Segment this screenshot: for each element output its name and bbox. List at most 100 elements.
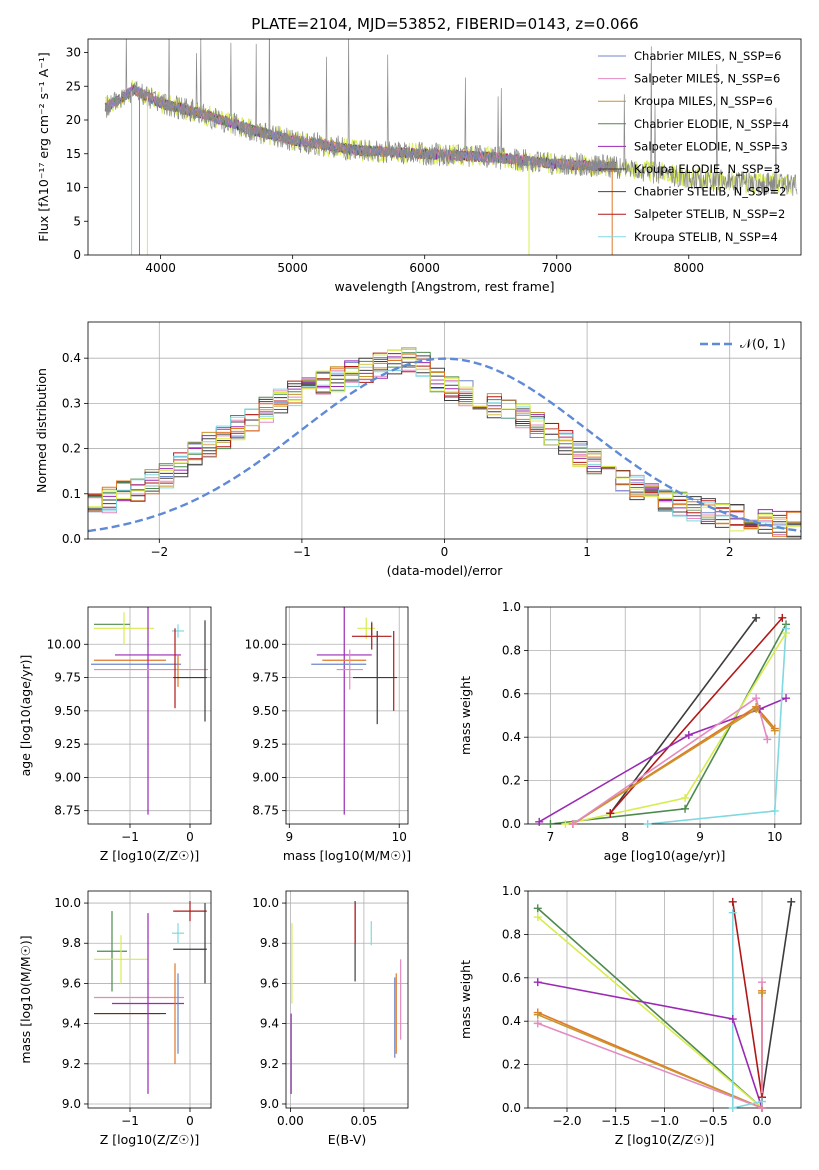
x-axis-label: Z [log10(Z/Z☉)] — [615, 1132, 715, 1147]
y-tick-label: 9.2 — [260, 1057, 279, 1071]
y-tick-label: 0.4 — [502, 730, 521, 744]
weight-line — [537, 916, 763, 1108]
legend-entry: Kroupa ELODIE, N_SSP=3 — [634, 162, 780, 176]
y-axis-label: Flux [fλ10⁻¹⁷ erg cm⁻² s⁻¹ A⁻¹] — [36, 52, 51, 241]
y-tick-label: 10.00 — [47, 637, 81, 651]
y-axis-label: mass [log10(M/M☉)] — [18, 935, 33, 1063]
weight-marker — [763, 735, 772, 744]
y-tick-label: 10 — [66, 181, 81, 195]
legend-entry: Chabrier ELODIE, N_SSP=4 — [634, 117, 789, 131]
panel-weight_vs_age: 7 8 9 10 0.0 0.2 0.4 0.6 0.8 1.0 age [log10(age/yr… — [458, 600, 802, 863]
weight-marker — [568, 820, 577, 828]
y-tick-label: 9.6 — [260, 976, 279, 990]
weight-line — [572, 707, 776, 824]
plot-area — [286, 891, 408, 1108]
axes-frame — [87, 38, 802, 256]
spectrum-line — [104, 85, 617, 173]
y-tick-label: 9.2 — [62, 1057, 81, 1071]
weight-marker — [533, 904, 542, 913]
weight-line — [761, 901, 793, 1098]
x-tick-label: 2 — [726, 545, 734, 559]
x-tick-label: 8000 — [673, 261, 704, 275]
y-tick-label: 9.6 — [62, 976, 81, 990]
x-tick-label: 7000 — [541, 261, 572, 275]
y-tick-label: 0.8 — [502, 643, 521, 657]
y-tick-label: 10.0 — [252, 896, 279, 910]
x-tick-label: 0 — [441, 545, 449, 559]
y-tick-label: 0.4 — [62, 351, 81, 365]
weight-marker — [681, 793, 690, 802]
y-tick-label: 9.00 — [54, 770, 81, 784]
y-axis-label: age [log10(age/yr)] — [18, 655, 33, 777]
plot-area — [286, 607, 408, 824]
weight-marker — [681, 804, 690, 813]
weight-marker — [770, 806, 779, 815]
weight-marker — [782, 624, 791, 633]
y-axis-label: mass weight — [458, 676, 473, 755]
y-tick-label: 25 — [66, 79, 81, 93]
x-axis-label: E(B-V) — [328, 1132, 367, 1147]
y-tick-label: 9.4 — [62, 1017, 81, 1031]
figure-title: PLATE=2104, MJD=53852, FIBERID=0143, z=0… — [251, 15, 638, 33]
x-tick-label: 10 — [767, 830, 782, 844]
weight-line — [731, 912, 763, 1108]
x-tick-label: 5000 — [277, 261, 308, 275]
panel-mass_vs_Z: −1 0 9.0 9.2 9.4 9.6 9.8 10.0 Z [log10(Z/Z☉)] mas… — [18, 890, 212, 1147]
y-tick-label: 1.0 — [502, 884, 521, 898]
weight-marker — [758, 978, 766, 987]
axes-frame — [527, 606, 802, 825]
y-tick-label: 0.6 — [502, 971, 521, 985]
plot-area — [528, 891, 801, 1108]
x-tick-label: −1.0 — [650, 1114, 679, 1128]
weight-line — [537, 982, 763, 1108]
x-tick-label: 4000 — [145, 261, 176, 275]
y-tick-label: 0.6 — [502, 687, 521, 701]
x-tick-label: −1.5 — [601, 1114, 630, 1128]
weight-marker — [533, 1010, 542, 1019]
weight-marker — [728, 908, 737, 917]
y-tick-label: 9.50 — [54, 704, 81, 718]
y-tick-label: 0.1 — [62, 487, 81, 501]
y-tick-label: 0.2 — [502, 1058, 521, 1072]
x-axis-label: wavelength [Angstrom, rest frame] — [334, 279, 554, 294]
y-tick-label: 1.0 — [502, 600, 521, 614]
y-tick-label: 9.8 — [62, 936, 81, 950]
y-tick-label: 20 — [66, 113, 81, 127]
y-tick-label: 0.3 — [62, 396, 81, 410]
x-tick-label: −1 — [121, 1114, 139, 1128]
weight-marker — [533, 913, 542, 922]
weight-marker — [758, 988, 766, 997]
weight-marker — [606, 809, 615, 818]
y-tick-label: 9.00 — [252, 770, 279, 784]
x-axis-label: (data-model)/error — [387, 563, 504, 578]
axes-frame — [285, 890, 409, 1109]
weight-line — [609, 617, 783, 814]
y-axis-label: mass weight — [458, 960, 473, 1039]
x-tick-label: 9 — [285, 830, 293, 844]
x-axis-label: mass [log10(M/M☉)] — [283, 848, 411, 863]
panel-weight_vs_Z: −2.0 −1.5 −1.0 −0.5 0.0 0.0 0.2 0.4 0.6 0.8 1.0 Z [… — [458, 884, 802, 1147]
weight-marker — [752, 694, 761, 703]
y-tick-label: 15 — [66, 147, 81, 161]
y-tick-label: 9.4 — [260, 1017, 279, 1031]
y-tick-label: 0.4 — [502, 1014, 521, 1028]
y-tick-label: 9.25 — [252, 737, 279, 751]
y-tick-label: 9.8 — [260, 936, 279, 950]
x-tick-label: 7 — [547, 830, 555, 844]
y-tick-label: 0.0 — [502, 817, 521, 831]
panel-spectrum: 4000 5000 6000 7000 8000 0 5 10 15 20 25 30 waveleng… — [36, 38, 802, 294]
panel-residuals: −2 −1 0 1 2 0.0 0.1 0.2 0.3 0.4 (data-model)/error… — [34, 321, 802, 578]
legend-entry: Chabrier STELIB, N_SSP=2 — [634, 185, 786, 199]
y-tick-label: 9.50 — [252, 704, 279, 718]
x-tick-label: −2.0 — [552, 1114, 581, 1128]
y-tick-label: 10.0 — [54, 896, 81, 910]
weight-line — [572, 705, 776, 824]
weight-marker — [546, 820, 555, 828]
legend-entry: Kroupa MILES, N_SSP=6 — [634, 94, 773, 108]
y-tick-label: 0.2 — [502, 774, 521, 788]
legend-entry: Salpeter ELODIE, N_SSP=3 — [634, 139, 788, 153]
weight-marker — [728, 1104, 737, 1112]
x-tick-label: −1 — [121, 830, 139, 844]
y-tick-label: 5 — [73, 214, 81, 228]
